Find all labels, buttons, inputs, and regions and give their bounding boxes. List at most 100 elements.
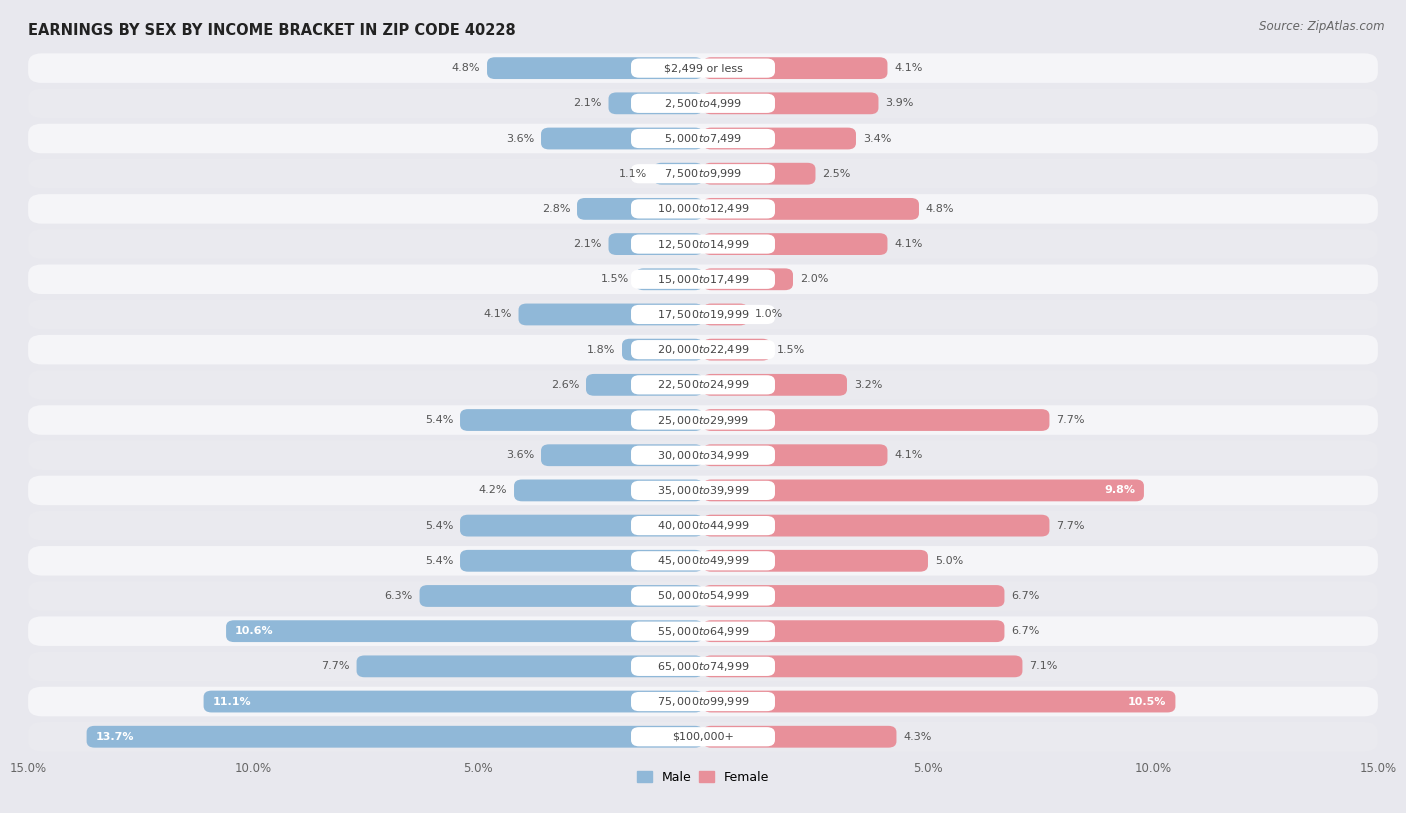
Text: 2.5%: 2.5% xyxy=(823,169,851,179)
FancyBboxPatch shape xyxy=(28,476,1378,505)
Text: 9.8%: 9.8% xyxy=(1104,485,1135,495)
FancyBboxPatch shape xyxy=(28,687,1378,716)
Text: 13.7%: 13.7% xyxy=(96,732,134,741)
FancyBboxPatch shape xyxy=(486,57,703,79)
Text: $10,000 to $12,499: $10,000 to $12,499 xyxy=(657,202,749,215)
FancyBboxPatch shape xyxy=(28,651,1378,681)
FancyBboxPatch shape xyxy=(631,622,775,641)
FancyBboxPatch shape xyxy=(703,303,748,325)
Text: $55,000 to $64,999: $55,000 to $64,999 xyxy=(657,624,749,637)
FancyBboxPatch shape xyxy=(28,89,1378,118)
FancyBboxPatch shape xyxy=(631,270,775,289)
Text: 4.1%: 4.1% xyxy=(894,239,922,249)
Text: $40,000 to $44,999: $40,000 to $44,999 xyxy=(657,519,749,532)
FancyBboxPatch shape xyxy=(586,374,703,396)
FancyBboxPatch shape xyxy=(703,515,1049,537)
Text: 3.9%: 3.9% xyxy=(886,98,914,108)
Text: 2.1%: 2.1% xyxy=(574,98,602,108)
FancyBboxPatch shape xyxy=(631,480,775,500)
FancyBboxPatch shape xyxy=(28,124,1378,154)
FancyBboxPatch shape xyxy=(519,303,703,325)
Text: 10.5%: 10.5% xyxy=(1128,697,1167,706)
FancyBboxPatch shape xyxy=(703,93,879,115)
Text: 5.4%: 5.4% xyxy=(425,520,453,531)
FancyBboxPatch shape xyxy=(703,620,1004,642)
FancyBboxPatch shape xyxy=(28,546,1378,576)
FancyBboxPatch shape xyxy=(28,581,1378,611)
Text: 6.3%: 6.3% xyxy=(385,591,413,601)
FancyBboxPatch shape xyxy=(631,164,775,183)
FancyBboxPatch shape xyxy=(703,198,920,220)
Text: 3.6%: 3.6% xyxy=(506,450,534,460)
FancyBboxPatch shape xyxy=(703,339,770,360)
Text: 3.2%: 3.2% xyxy=(853,380,882,390)
FancyBboxPatch shape xyxy=(703,726,897,748)
Text: 1.1%: 1.1% xyxy=(619,169,647,179)
Text: 7.7%: 7.7% xyxy=(1056,415,1084,425)
FancyBboxPatch shape xyxy=(28,194,1378,224)
FancyBboxPatch shape xyxy=(631,446,775,465)
FancyBboxPatch shape xyxy=(609,233,703,255)
Text: $2,500 to $4,999: $2,500 to $4,999 xyxy=(664,97,742,110)
FancyBboxPatch shape xyxy=(28,229,1378,259)
FancyBboxPatch shape xyxy=(609,93,703,115)
Text: $45,000 to $49,999: $45,000 to $49,999 xyxy=(657,554,749,567)
FancyBboxPatch shape xyxy=(703,268,793,290)
FancyBboxPatch shape xyxy=(204,690,703,712)
Text: 3.6%: 3.6% xyxy=(506,133,534,144)
FancyBboxPatch shape xyxy=(460,515,703,537)
Text: 5.4%: 5.4% xyxy=(425,556,453,566)
FancyBboxPatch shape xyxy=(703,374,846,396)
FancyBboxPatch shape xyxy=(28,441,1378,470)
FancyBboxPatch shape xyxy=(631,586,775,606)
FancyBboxPatch shape xyxy=(631,199,775,219)
Text: 1.5%: 1.5% xyxy=(600,274,628,285)
Text: 4.8%: 4.8% xyxy=(925,204,955,214)
Text: 1.5%: 1.5% xyxy=(778,345,806,354)
Text: $12,500 to $14,999: $12,500 to $14,999 xyxy=(657,237,749,250)
FancyBboxPatch shape xyxy=(631,411,775,429)
Text: $17,500 to $19,999: $17,500 to $19,999 xyxy=(657,308,749,321)
FancyBboxPatch shape xyxy=(28,335,1378,364)
FancyBboxPatch shape xyxy=(357,655,703,677)
Text: 7.7%: 7.7% xyxy=(1056,520,1084,531)
FancyBboxPatch shape xyxy=(631,657,775,676)
Text: EARNINGS BY SEX BY INCOME BRACKET IN ZIP CODE 40228: EARNINGS BY SEX BY INCOME BRACKET IN ZIP… xyxy=(28,23,516,38)
FancyBboxPatch shape xyxy=(631,93,775,113)
FancyBboxPatch shape xyxy=(703,128,856,150)
Text: $100,000+: $100,000+ xyxy=(672,732,734,741)
Text: 5.0%: 5.0% xyxy=(935,556,963,566)
FancyBboxPatch shape xyxy=(28,722,1378,751)
FancyBboxPatch shape xyxy=(621,339,703,360)
Text: 2.1%: 2.1% xyxy=(574,239,602,249)
Text: $65,000 to $74,999: $65,000 to $74,999 xyxy=(657,660,749,673)
FancyBboxPatch shape xyxy=(631,692,775,711)
Text: 4.2%: 4.2% xyxy=(479,485,508,495)
FancyBboxPatch shape xyxy=(631,234,775,254)
FancyBboxPatch shape xyxy=(631,305,775,324)
FancyBboxPatch shape xyxy=(654,163,703,185)
FancyBboxPatch shape xyxy=(703,409,1049,431)
Text: 10.6%: 10.6% xyxy=(235,626,274,636)
Text: 1.0%: 1.0% xyxy=(755,310,783,320)
FancyBboxPatch shape xyxy=(703,233,887,255)
Text: 7.1%: 7.1% xyxy=(1029,661,1057,672)
FancyBboxPatch shape xyxy=(541,445,703,466)
FancyBboxPatch shape xyxy=(28,264,1378,294)
FancyBboxPatch shape xyxy=(636,268,703,290)
FancyBboxPatch shape xyxy=(703,480,1144,502)
FancyBboxPatch shape xyxy=(28,370,1378,400)
Text: $15,000 to $17,499: $15,000 to $17,499 xyxy=(657,273,749,286)
Text: 2.6%: 2.6% xyxy=(551,380,579,390)
Text: 2.8%: 2.8% xyxy=(541,204,571,214)
Text: $7,500 to $9,999: $7,500 to $9,999 xyxy=(664,167,742,180)
FancyBboxPatch shape xyxy=(631,727,775,746)
Text: 6.7%: 6.7% xyxy=(1011,591,1039,601)
Text: $22,500 to $24,999: $22,500 to $24,999 xyxy=(657,378,749,391)
Text: 4.1%: 4.1% xyxy=(894,63,922,73)
FancyBboxPatch shape xyxy=(631,340,775,359)
Text: 3.4%: 3.4% xyxy=(863,133,891,144)
FancyBboxPatch shape xyxy=(28,511,1378,541)
Legend: Male, Female: Male, Female xyxy=(631,766,775,789)
Text: $25,000 to $29,999: $25,000 to $29,999 xyxy=(657,414,749,427)
